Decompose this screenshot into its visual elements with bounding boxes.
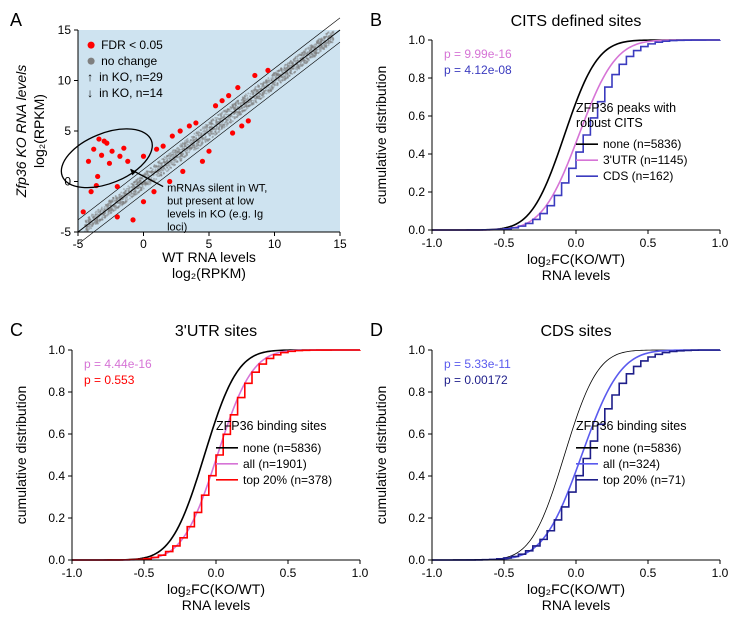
svg-text:log₂(RPKM): log₂(RPKM): [31, 94, 47, 168]
svg-text:p = 0.553: p = 0.553: [84, 373, 135, 387]
svg-text:robust CITS: robust CITS: [576, 116, 643, 130]
svg-text:FDR < 0.05: FDR < 0.05: [101, 38, 163, 52]
svg-text:0.6: 0.6: [408, 109, 425, 123]
svg-text:0.5: 0.5: [640, 236, 657, 250]
svg-text:-0.5: -0.5: [134, 566, 155, 580]
svg-text:p = 0.00172: p = 0.00172: [444, 373, 508, 387]
svg-text:1.0: 1.0: [408, 33, 425, 47]
svg-text:log₂FC(KO/WT): log₂FC(KO/WT): [527, 581, 625, 597]
svg-text:log₂(RPKM): log₂(RPKM): [172, 265, 246, 281]
panel-d-svg: CDS sites -1.0 -0.5 0.0 0.5 1.0 0.0 0.2 0.4 0.6 0.…: [370, 320, 730, 620]
svg-text:WT RNA levels: WT RNA levels: [162, 249, 256, 265]
panel-c-svg: 3'UTR sites -1.0 -0.5 0.0 0.5 1.0 0.0 0.2 0.4 0.6…: [10, 320, 370, 620]
svg-text:log₂FC(KO/WT): log₂FC(KO/WT): [527, 251, 625, 267]
svg-text:-0.5: -0.5: [494, 236, 515, 250]
svg-text:0.6: 0.6: [48, 427, 65, 441]
svg-text:RNA levels: RNA levels: [542, 267, 610, 283]
svg-text:ZFP36 binding sites: ZFP36 binding sites: [576, 419, 686, 433]
svg-text:0.0: 0.0: [48, 553, 65, 567]
svg-text:15: 15: [333, 237, 347, 251]
panel-a-label: A: [10, 10, 22, 31]
panel-b-label: B: [370, 10, 382, 31]
svg-text:-1.0: -1.0: [422, 566, 443, 580]
svg-text:all (n=324): all (n=324): [603, 457, 660, 471]
svg-text:0: 0: [140, 237, 147, 251]
svg-text:cumulative distribution: cumulative distribution: [13, 386, 29, 525]
svg-text:0.2: 0.2: [408, 511, 425, 525]
svg-text:10: 10: [58, 74, 72, 88]
svg-text:0.8: 0.8: [48, 385, 65, 399]
svg-text:0.6: 0.6: [408, 427, 425, 441]
svg-text:0.0: 0.0: [208, 566, 225, 580]
svg-text:Zfp36 KO RNA levels: Zfp36 KO RNA levels: [13, 65, 29, 199]
panel-d-label: D: [370, 320, 383, 341]
svg-text:ZFP36 peaks with: ZFP36 peaks with: [576, 101, 676, 115]
svg-text:0.0: 0.0: [568, 236, 585, 250]
svg-text:top 20% (n=71): top 20% (n=71): [603, 473, 685, 487]
svg-text:1.0: 1.0: [48, 343, 65, 357]
svg-text:0.5: 0.5: [640, 566, 657, 580]
svg-text:3'UTR sites: 3'UTR sites: [175, 323, 257, 340]
svg-text:cumulative distribution: cumulative distribution: [373, 66, 389, 205]
svg-text:ZFP36 binding sites: ZFP36 binding sites: [216, 419, 326, 433]
svg-text:0.0: 0.0: [408, 223, 425, 237]
svg-text:p = 4.44e-16: p = 4.44e-16: [84, 357, 152, 371]
svg-text:1.0: 1.0: [712, 236, 729, 250]
svg-text:0.4: 0.4: [408, 147, 425, 161]
svg-text:levels in KO (e.g. Ig: levels in KO (e.g. Ig: [167, 209, 263, 221]
svg-text:0.2: 0.2: [48, 511, 65, 525]
svg-text:0.0: 0.0: [408, 553, 425, 567]
svg-text:CITS defined sites: CITS defined sites: [511, 13, 642, 30]
panel-a-svg: -5-5005510101515WT RNA levelslog₂(RPKM)Z…: [10, 10, 350, 290]
svg-text:↓: ↓: [87, 86, 93, 100]
svg-text:p = 5.33e-11: p = 5.33e-11: [444, 357, 511, 371]
svg-text:p = 9.99e-16: p = 9.99e-16: [444, 47, 512, 61]
svg-text:all (n=1901): all (n=1901): [243, 457, 307, 471]
svg-text:1.0: 1.0: [712, 566, 729, 580]
svg-text:↑: ↑: [87, 70, 93, 84]
svg-text:-5: -5: [73, 237, 84, 251]
panel-c-label: C: [10, 320, 23, 341]
svg-text:no change: no change: [101, 54, 157, 68]
svg-text:log₂FC(KO/WT): log₂FC(KO/WT): [167, 581, 265, 597]
panel-c: C 3'UTR sites -1.0 -0.5 0.0 0.5 1.0 0.0 0.2 0.4 0…: [10, 320, 370, 620]
svg-text:0.5: 0.5: [280, 566, 297, 580]
svg-text:-1.0: -1.0: [422, 236, 443, 250]
svg-text:none (n=5836): none (n=5836): [243, 441, 321, 455]
svg-text:0.4: 0.4: [48, 469, 65, 483]
svg-text:10: 10: [268, 237, 282, 251]
svg-text:none (n=5836): none (n=5836): [603, 137, 681, 151]
svg-text:CDS sites: CDS sites: [540, 323, 611, 340]
svg-text:-5: -5: [60, 225, 71, 239]
svg-text:loci): loci): [167, 222, 187, 234]
panel-a: A -5-5005510101515WT RNA levelslog₂(RPKM…: [10, 10, 350, 290]
svg-text:mRNAs silent in WT,: mRNAs silent in WT,: [167, 183, 267, 195]
panel-d: D CDS sites -1.0 -0.5 0.0 0.5 1.0 0.0 0.2 0.4 0.6…: [370, 320, 730, 620]
svg-text:0.0: 0.0: [568, 566, 585, 580]
svg-text:5: 5: [64, 124, 71, 138]
svg-text:but present at low: but present at low: [167, 196, 254, 208]
svg-text:in KO, n=29: in KO, n=29: [99, 70, 163, 84]
svg-text:1.0: 1.0: [352, 566, 369, 580]
svg-text:0.8: 0.8: [408, 385, 425, 399]
svg-text:-1.0: -1.0: [62, 566, 83, 580]
svg-text:in KO, n=14: in KO, n=14: [99, 86, 163, 100]
svg-text:CDS (n=162): CDS (n=162): [603, 169, 673, 183]
svg-text:0.8: 0.8: [408, 71, 425, 85]
svg-text:0.4: 0.4: [408, 469, 425, 483]
svg-text:top 20% (n=378): top 20% (n=378): [243, 473, 332, 487]
svg-text:cumulative distribution: cumulative distribution: [373, 386, 389, 525]
panel-b: B CITS defined sites -1.0 -0.5 0.0 0.5 1.0 0.0…: [370, 10, 730, 290]
svg-text:1.0: 1.0: [408, 343, 425, 357]
svg-text:15: 15: [58, 23, 72, 37]
svg-text:3'UTR (n=1145): 3'UTR (n=1145): [603, 153, 687, 167]
svg-text:RNA levels: RNA levels: [542, 597, 610, 613]
svg-text:p = 4.12e-08: p = 4.12e-08: [444, 63, 512, 77]
panel-b-svg: CITS defined sites -1.0 -0.5 0.0 0.5 1.0 0.0 0.…: [370, 10, 730, 290]
svg-text:RNA levels: RNA levels: [182, 597, 250, 613]
svg-text:0.2: 0.2: [408, 185, 425, 199]
svg-text:0: 0: [64, 175, 71, 189]
svg-text:none (n=5836): none (n=5836): [603, 441, 681, 455]
svg-text:-0.5: -0.5: [494, 566, 515, 580]
